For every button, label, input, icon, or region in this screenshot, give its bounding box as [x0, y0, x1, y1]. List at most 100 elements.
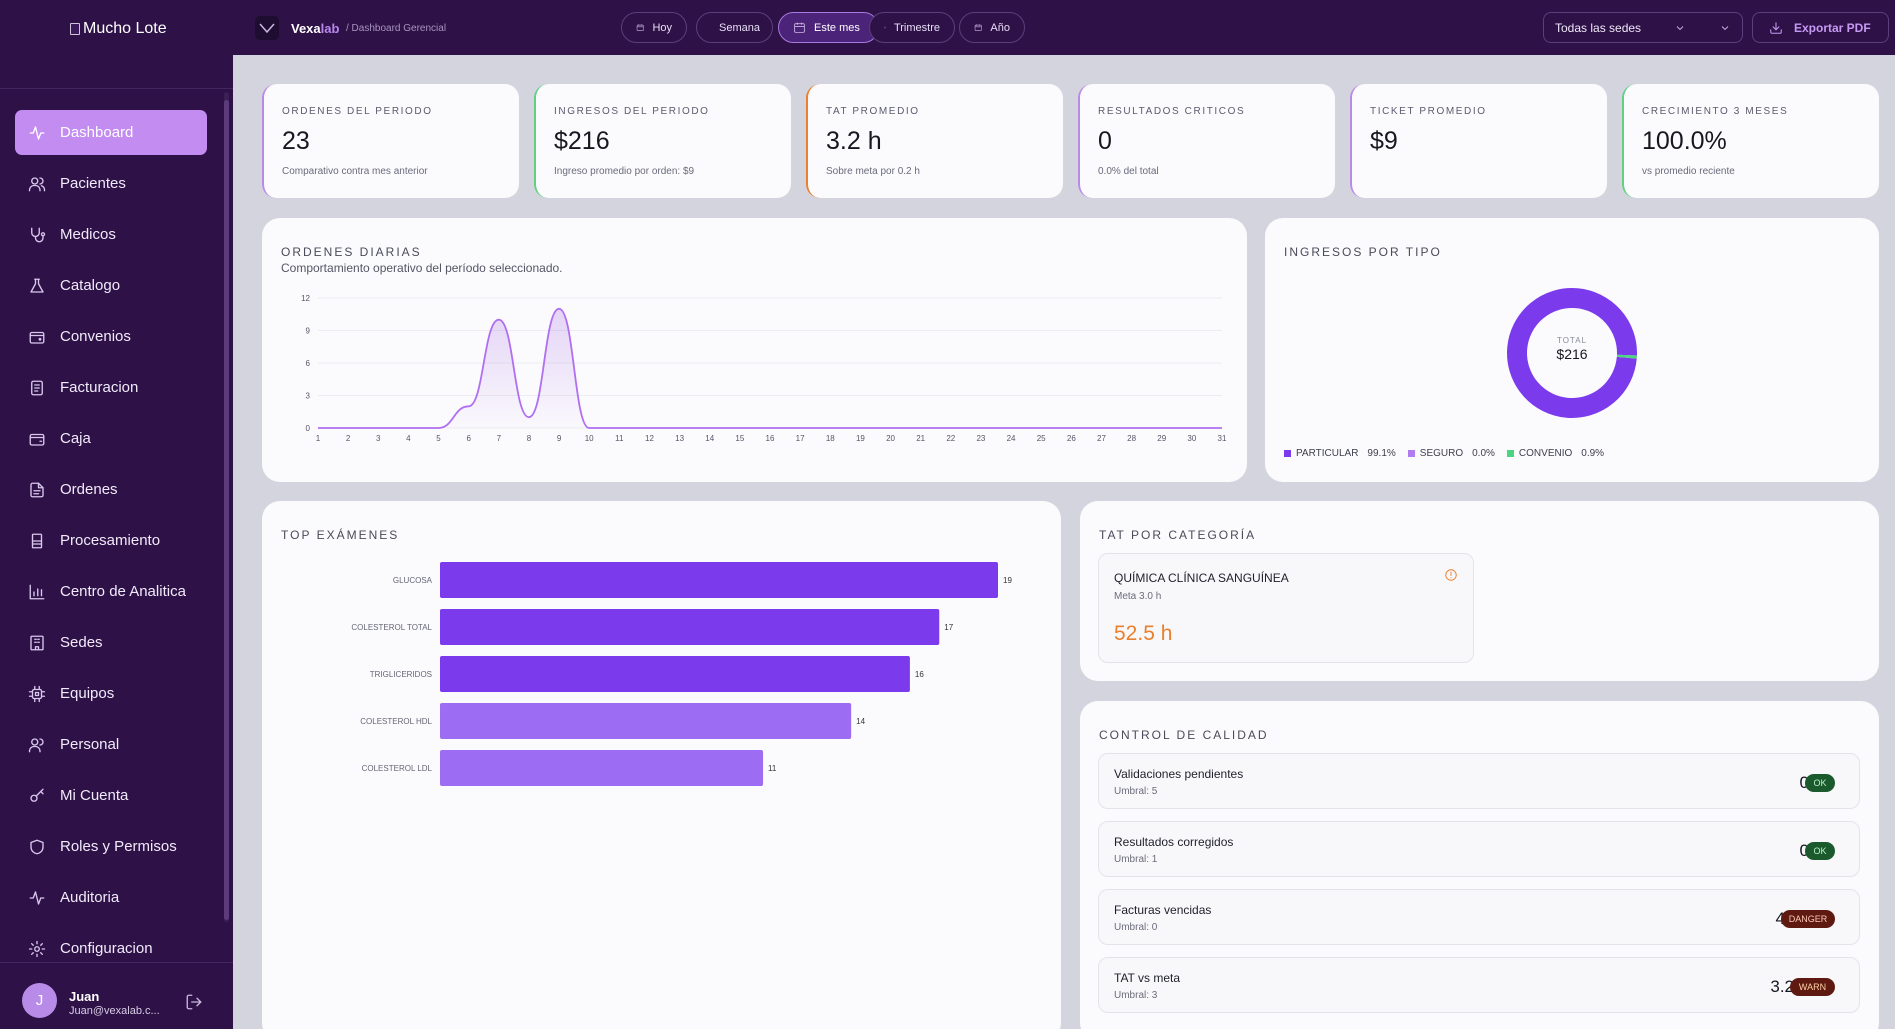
gear-icon — [28, 940, 46, 957]
period-hoy-button[interactable]: Hoy — [621, 12, 687, 43]
period-trimestre-button[interactable]: Trimestre — [869, 12, 955, 43]
sidebar: Mucho Lote Dashboard Pacientes Medicos Cata… — [0, 0, 233, 1029]
sidebar-item-medicos[interactable]: Medicos — [15, 212, 207, 257]
kpi-card: ORDENES DEL PERIODO 23 Comparativo contra … — [262, 84, 519, 198]
y-tick-label: 0 — [306, 424, 311, 433]
logout-icon[interactable] — [185, 993, 203, 1011]
calendar-icon — [974, 24, 982, 31]
legend-label: CONVENIO — [1518, 448, 1573, 459]
export-pdf-button[interactable]: Exportar PDF — [1752, 12, 1889, 43]
breadcrumb: / Dashboard Gerencial — [346, 23, 447, 34]
tat-category-name: QUÍMICA CLÍNICA SANGUÍNEA — [1114, 571, 1289, 585]
download-icon — [1770, 21, 1782, 34]
quality-control-label: Resultados corregidos — [1114, 835, 1234, 849]
kpi-label: INGRESOS DEL PERIODO — [554, 106, 710, 117]
sidebar-item-catalogo[interactable]: Catalogo — [15, 263, 207, 308]
bar-chart-icon — [29, 584, 45, 599]
sidebar-item-roles-y-permisos[interactable]: Roles y Permisos — [15, 824, 207, 869]
kpi-label: CRECIMIENTO 3 MESES — [1642, 106, 1789, 117]
bar-category-label: COLESTEROL LDL — [362, 764, 433, 773]
tat-category-item[interactable]: QUÍMICA CLÍNICA SANGUÍNEA Meta 3.0 h 52.… — [1098, 553, 1474, 663]
sidebar-item-auditoria[interactable]: Auditoria — [15, 875, 207, 920]
quality-control-row[interactable]: TAT vs meta Umbral: 3 3.2 WARN — [1098, 957, 1860, 1013]
quality-control-row[interactable]: Validaciones pendientes Umbral: 5 0OK — [1098, 753, 1860, 809]
daily-orders-card: ORDENES DIARIAS Comportamiento operativo… — [262, 218, 1247, 482]
sidebar-item-sedes[interactable]: Sedes — [15, 620, 207, 665]
period-label: Este mes — [814, 21, 860, 34]
legend-swatch — [1407, 450, 1415, 457]
period-semana-button[interactable]: Semana — [696, 12, 773, 43]
tat-by-category-card: TAT POR CATEGORÍA QUÍMICA CLÍNICA SANGUÍ… — [1080, 501, 1879, 681]
sede-select[interactable]: Todas las sedes — [1543, 12, 1743, 43]
calendar-icon — [636, 24, 644, 31]
sidebar-item-label: Dashboard — [60, 124, 134, 141]
x-tick-label: 2 — [346, 434, 351, 443]
sidebar-scrollbar-thumb[interactable] — [224, 100, 229, 920]
sidebar-item-label: Caja — [60, 430, 91, 447]
sidebar-item-pacientes[interactable]: Pacientes — [15, 161, 207, 206]
kpi-value: 100.0% — [1642, 127, 1727, 155]
export-pdf-label: Exportar PDF — [1794, 20, 1871, 35]
bar-value-label: 16 — [915, 670, 924, 679]
sidebar-item-label: Facturacion — [60, 379, 139, 396]
kpi-label: TICKET PROMEDIO — [1370, 106, 1487, 117]
kpi-value: 0 — [1098, 127, 1112, 155]
y-tick-label: 9 — [306, 327, 311, 336]
user-email: Juan@vexalab.c... — [69, 1005, 160, 1017]
revenue-legend: PARTICULAR 99.1% SEGURO 0.0% CONVENIO 0.9% — [1284, 448, 1604, 459]
legend-item: CONVENIO 0.9% — [1506, 448, 1604, 459]
app-logo[interactable]: Mucho Lote — [70, 20, 167, 38]
brand-prefix: Vexa — [291, 21, 321, 36]
quality-control-card: CONTROL DE CALIDAD Validaciones pendient… — [1080, 701, 1879, 1029]
quality-control-label: Facturas vencidas — [1114, 903, 1212, 917]
x-tick-label: 4 — [406, 434, 411, 443]
sidebar-item-ordenes[interactable]: Ordenes — [15, 467, 207, 512]
kpi-label: TAT PROMEDIO — [826, 106, 920, 117]
avatar[interactable]: J — [22, 983, 57, 1018]
quality-control-row[interactable]: Resultados corregidos Umbral: 1 0OK — [1098, 821, 1860, 877]
sidebar-item-label: Auditoria — [60, 889, 120, 906]
quality-control-value: 0 — [1800, 773, 1809, 793]
top-exams-bar-chart: GLUCOSA 19 COLESTEROL TOTAL 17 TRIGLICERIDOS… — [351, 562, 1012, 786]
x-tick-label: 20 — [886, 434, 895, 443]
cash-icon — [29, 433, 45, 446]
user-name: Juan — [69, 989, 100, 1004]
sidebar-item-centro-de-analitica[interactable]: Centro de Analitica — [15, 569, 207, 614]
bar-category-label: TRIGLICERIDOS — [370, 670, 432, 679]
sidebar-item-label: Mi Cuenta — [60, 787, 129, 804]
quality-control-row[interactable]: Facturas vencidas Umbral: 0 4DANGER — [1098, 889, 1860, 945]
flask-icon — [30, 278, 44, 293]
sidebar-item-dashboard[interactable]: Dashboard — [15, 110, 207, 155]
y-tick-label: 3 — [306, 392, 311, 401]
bar — [440, 609, 940, 645]
kpi-value: 23 — [282, 127, 310, 155]
kpi-card: CRECIMIENTO 3 MESES 100.0% vs promedio rec… — [1622, 84, 1879, 198]
quality-control-label: Validaciones pendientes — [1114, 767, 1244, 781]
sidebar-item-facturacion[interactable]: Facturacion — [15, 365, 207, 410]
sidebar-item-equipos[interactable]: Equipos — [15, 671, 207, 716]
sidebar-item-procesamiento[interactable]: Procesamiento — [15, 518, 207, 563]
x-tick-label: 15 — [735, 434, 744, 443]
legend-item: PARTICULAR 99.1% — [1284, 448, 1396, 459]
sidebar-item-personal[interactable]: Personal — [15, 722, 207, 767]
sidebar-item-convenios[interactable]: Convenios — [15, 314, 207, 359]
x-tick-label: 19 — [856, 434, 865, 443]
sidebar-item-caja[interactable]: Caja — [15, 416, 207, 461]
legend-value: 0.0% — [1472, 448, 1495, 459]
tat-category-value: 52.5 h — [1114, 622, 1173, 645]
sidebar-item-label: Personal — [60, 736, 120, 753]
sidebar-toggle-button[interactable] — [255, 16, 279, 40]
period-este-mes-button[interactable]: Este mes — [778, 12, 879, 43]
x-tick-label: 24 — [1007, 434, 1016, 443]
sidebar-item-mi-cuenta[interactable]: Mi Cuenta — [15, 773, 207, 818]
period-año-button[interactable]: Año — [959, 12, 1025, 43]
sidebar-item-configuracion[interactable]: Configuracion — [15, 926, 207, 971]
kpi-subtext: vs promedio reciente — [1642, 166, 1735, 177]
sidebar-item-label: Configuracion — [60, 940, 153, 957]
daily-orders-title: ORDENES DIARIAS — [281, 245, 422, 259]
donut-slice-particular — [1507, 288, 1637, 418]
kpi-subtext: Sobre meta por 0.2 h — [826, 166, 920, 177]
kpi-value: $216 — [554, 127, 610, 155]
x-tick-label: 16 — [766, 434, 775, 443]
quality-control-threshold: Umbral: 0 — [1114, 922, 1158, 933]
